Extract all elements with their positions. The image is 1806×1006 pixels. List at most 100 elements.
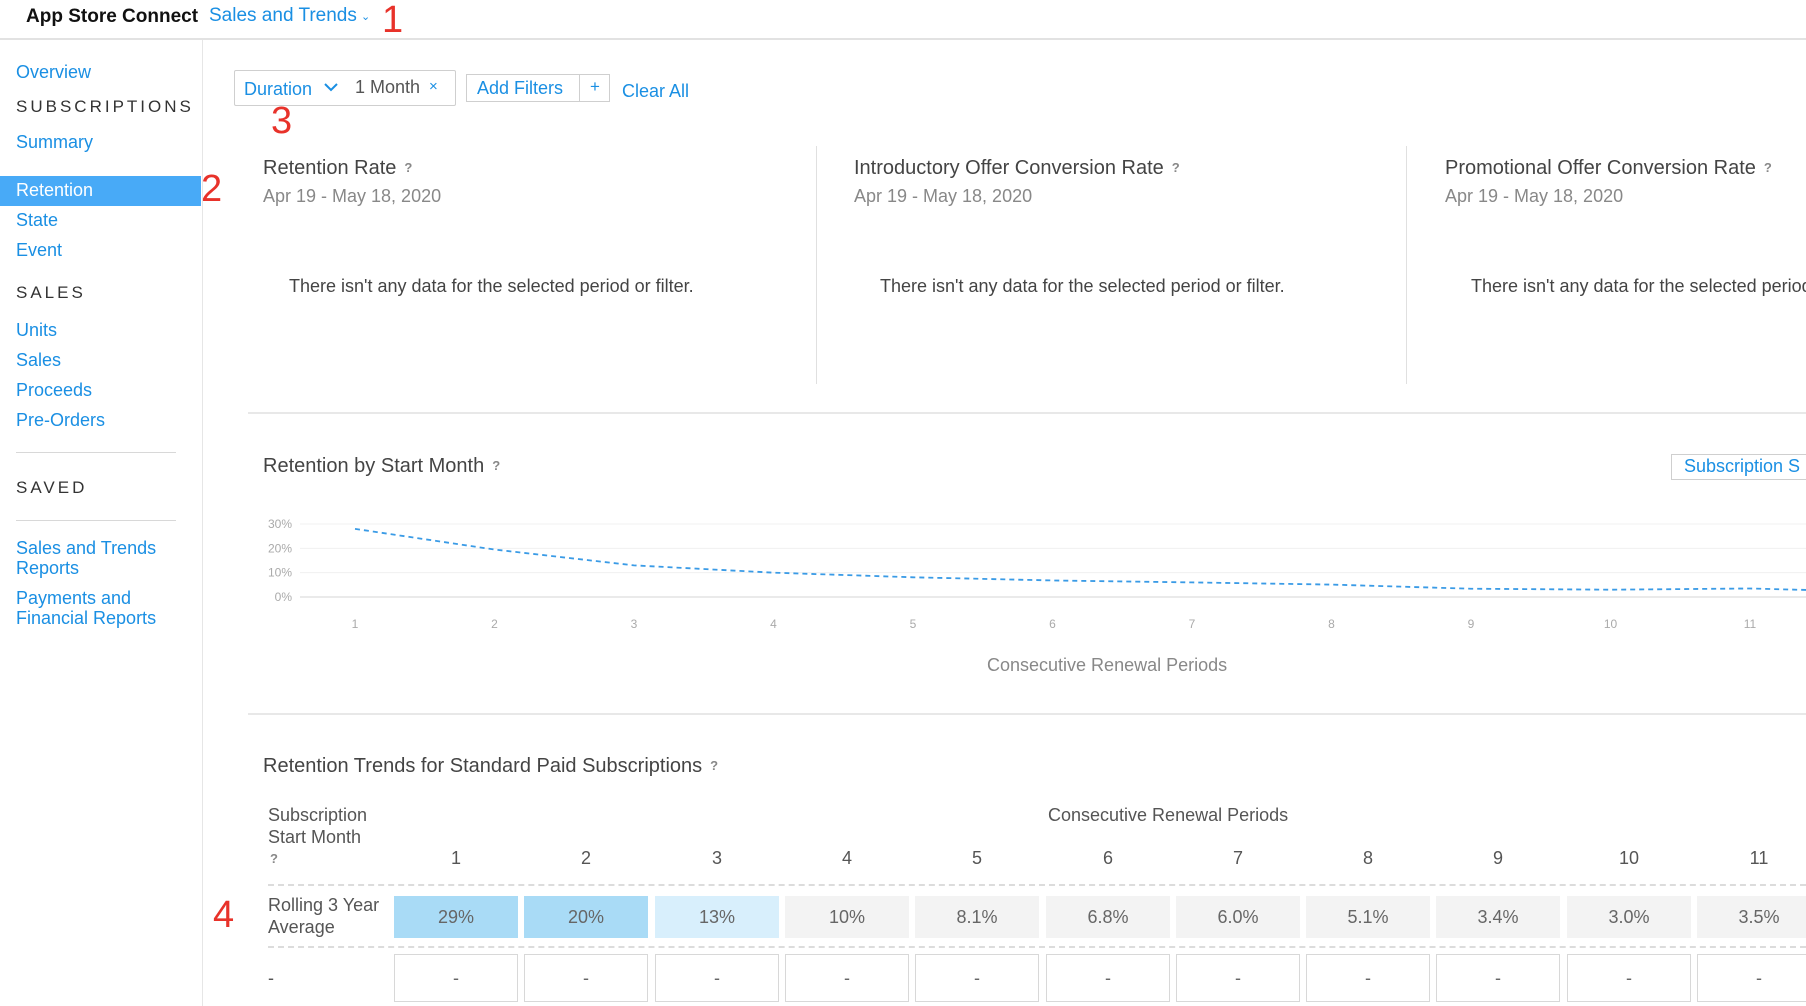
add-filters-label[interactable]: Add Filters: [477, 78, 564, 98]
annotation-marker: 4: [213, 894, 235, 936]
subscription-selector-label: Subscription S: [1684, 456, 1801, 476]
section-divider: [248, 713, 1806, 715]
x-tick-label: 4: [770, 617, 777, 631]
row-label-rolling-average: Rolling 3 Year Average: [268, 895, 380, 937]
help-icon[interactable]: ?: [492, 458, 501, 473]
y-tick-label: 20%: [268, 541, 292, 555]
subscription-selector-button[interactable]: Subscription S: [1671, 454, 1806, 480]
table-cell: 10%: [785, 896, 909, 938]
table-cell: 3.4%: [1436, 896, 1560, 938]
help-icon[interactable]: ?: [1171, 160, 1180, 175]
card-title-promo-offer-rate: Promotional Offer Conversion Rate?: [1445, 157, 1772, 179]
period-header: 7: [1232, 848, 1243, 868]
section-switcher[interactable]: Sales and Trends: [209, 5, 357, 26]
sidebar-item-saved-sales-reports[interactable]: Sales and Trends Reports: [16, 538, 157, 578]
x-tick-label: 1: [352, 617, 359, 631]
row-label-empty: -: [268, 968, 274, 988]
card-title-intro-offer-rate: Introductory Offer Conversion Rate?: [854, 157, 1180, 179]
clear-all-link[interactable]: Clear All: [622, 81, 690, 101]
sidebar-item-overview[interactable]: Overview: [16, 62, 92, 82]
table-cell: -: [1436, 954, 1560, 1002]
sidebar-item-preorders[interactable]: Pre-Orders: [16, 410, 106, 430]
section-divider: [248, 412, 1806, 414]
card-date-range: Apr 19 - May 18, 2020: [1445, 186, 1624, 206]
card-empty-message: There isn't any data for the selected pe…: [289, 276, 694, 296]
sidebar-item-proceeds[interactable]: Proceeds: [16, 380, 93, 400]
series-line: [354, 527, 1806, 591]
app-title: App Store Connect: [26, 6, 199, 27]
card-divider: [816, 146, 817, 384]
table-cell: 8.1%: [915, 896, 1039, 938]
x-tick-label: 3: [631, 617, 638, 631]
help-icon[interactable]: ?: [1763, 160, 1772, 175]
sidebar-item-state[interactable]: State: [16, 210, 59, 230]
table-cell: 3.0%: [1567, 896, 1691, 938]
duration-filter[interactable]: [234, 70, 456, 106]
add-filters-button[interactable]: [466, 74, 580, 102]
y-tick-label: 0%: [275, 590, 293, 604]
card-divider: [1406, 146, 1407, 384]
sidebar-item-saved-payments-reports[interactable]: Payments and Financial Reports: [16, 588, 157, 628]
y-tick-label: 10%: [268, 566, 292, 580]
sidebar-item-sales[interactable]: Sales: [16, 350, 62, 370]
table-cell: 6.0%: [1176, 896, 1300, 938]
x-tick-label: 8: [1328, 617, 1335, 631]
table-cell: 5.1%: [1306, 896, 1430, 938]
card-empty-message: There isn't any data for the selected pe…: [880, 276, 1285, 296]
x-tick-label: 5: [910, 617, 917, 631]
sidebar-item-units[interactable]: Units: [16, 320, 58, 340]
sidebar-item-event[interactable]: Event: [16, 240, 63, 260]
table-cell: -: [1046, 954, 1170, 1002]
table-cell: 20%: [524, 896, 648, 938]
chevron-down-icon[interactable]: [324, 80, 338, 94]
help-icon[interactable]: ?: [710, 758, 719, 773]
sidebar-heading-saved: SAVED: [16, 478, 88, 497]
top-bar: [0, 0, 1806, 40]
help-icon[interactable]: ?: [270, 851, 278, 866]
add-filter-plus-button[interactable]: [579, 74, 610, 102]
table-cell: -: [785, 954, 909, 1002]
table-cell: 3.5%: [1697, 896, 1806, 938]
sidebar-divider: [16, 452, 176, 453]
sidebar-item-retention[interactable]: Retention: [0, 176, 201, 206]
row-divider: [268, 884, 1806, 886]
table-cell: -: [1306, 954, 1430, 1002]
sidebar-item-summary[interactable]: Summary: [16, 132, 94, 152]
table-cell: -: [1697, 954, 1806, 1002]
annotation-marker: 1: [382, 0, 404, 41]
period-header: 8: [1362, 848, 1373, 868]
help-icon[interactable]: ?: [404, 160, 413, 175]
card-date-range: Apr 19 - May 18, 2020: [854, 186, 1033, 206]
table-cell: 29%: [394, 896, 518, 938]
chart-title: Retention by Start Month?: [263, 455, 501, 477]
sidebar: Overview SUBSCRIPTIONS Summary Retention…: [0, 40, 203, 1006]
table-cell: -: [915, 954, 1039, 1002]
sidebar-divider: [16, 520, 176, 521]
x-tick-label: 6: [1049, 617, 1056, 631]
x-tick-label: 11: [1744, 617, 1757, 631]
period-header: 4: [841, 848, 852, 868]
row-divider: [268, 946, 1806, 948]
sidebar-heading-sales: SALES: [16, 283, 86, 302]
period-header: 1: [450, 848, 461, 868]
period-header: 6: [1102, 848, 1113, 868]
plus-icon[interactable]: +: [590, 77, 600, 96]
duration-filter-value: 1 Month: [355, 77, 421, 97]
column-header-renewal-periods: Consecutive Renewal Periods: [1048, 805, 1289, 825]
chevron-down-icon[interactable]: ⌄: [361, 11, 371, 23]
table-cell: -: [394, 954, 518, 1002]
period-header: 3: [711, 848, 722, 868]
card-title-retention-rate: Retention Rate?: [263, 157, 413, 179]
duration-filter-label[interactable]: Duration: [244, 79, 313, 99]
x-tick-label: 9: [1468, 617, 1475, 631]
sidebar-heading-subscriptions: SUBSCRIPTIONS: [16, 97, 194, 116]
table-cell: -: [1567, 954, 1691, 1002]
period-header: 9: [1492, 848, 1503, 868]
period-header: 11: [1749, 848, 1769, 868]
card-date-range: Apr 19 - May 18, 2020: [263, 186, 442, 206]
remove-filter-icon[interactable]: ×: [429, 78, 438, 95]
x-tick-label: 10: [1604, 617, 1618, 631]
trends-title: Retention Trends for Standard Paid Subsc…: [263, 755, 719, 777]
annotation-marker: 2: [201, 168, 223, 210]
card-empty-message: There isn't any data for the selected pe…: [1471, 276, 1806, 296]
